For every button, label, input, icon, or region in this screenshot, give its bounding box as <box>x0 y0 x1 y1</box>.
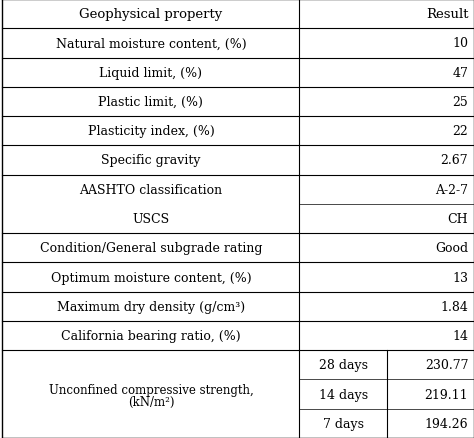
Text: CH: CH <box>447 212 468 226</box>
Text: 230.77: 230.77 <box>425 359 468 371</box>
Text: 10: 10 <box>452 37 468 50</box>
Text: Plasticity index, (%): Plasticity index, (%) <box>88 125 214 138</box>
Text: 47: 47 <box>453 67 468 79</box>
Text: Natural moisture content, (%): Natural moisture content, (%) <box>55 37 246 50</box>
Text: 14 days: 14 days <box>319 388 368 401</box>
Text: USCS: USCS <box>132 212 170 226</box>
Text: Maximum dry density (g/cm³): Maximum dry density (g/cm³) <box>57 300 245 313</box>
Text: 219.11: 219.11 <box>425 388 468 401</box>
Text: Optimum moisture content, (%): Optimum moisture content, (%) <box>51 271 251 284</box>
Text: Geophysical property: Geophysical property <box>79 8 223 21</box>
Text: Condition/General subgrade rating: Condition/General subgrade rating <box>40 242 262 254</box>
Text: 22: 22 <box>453 125 468 138</box>
Text: Specific gravity: Specific gravity <box>101 154 201 167</box>
Text: (kN/m²): (kN/m²) <box>128 396 174 409</box>
Text: 13: 13 <box>452 271 468 284</box>
Text: Result: Result <box>426 8 468 21</box>
Text: 2.67: 2.67 <box>441 154 468 167</box>
Text: 1.84: 1.84 <box>440 300 468 313</box>
Text: 14: 14 <box>452 329 468 342</box>
Text: Unconfined compressive strength,: Unconfined compressive strength, <box>48 383 253 396</box>
Text: Liquid limit, (%): Liquid limit, (%) <box>100 67 202 79</box>
Text: 28 days: 28 days <box>319 359 368 371</box>
Text: 194.26: 194.26 <box>425 417 468 430</box>
Text: A-2-7: A-2-7 <box>435 184 468 196</box>
Text: California bearing ratio, (%): California bearing ratio, (%) <box>61 329 241 342</box>
Text: 25: 25 <box>453 96 468 109</box>
Text: Good: Good <box>435 242 468 254</box>
Text: 7 days: 7 days <box>323 417 364 430</box>
Text: AASHTO classification: AASHTO classification <box>79 184 222 196</box>
Text: Plastic limit, (%): Plastic limit, (%) <box>99 96 203 109</box>
